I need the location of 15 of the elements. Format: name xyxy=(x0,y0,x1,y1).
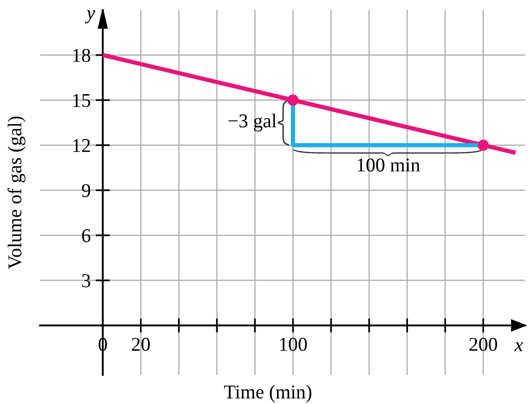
y-axis-title: Volume of gas (gal) xyxy=(8,116,26,270)
annotation: y xyxy=(84,10,96,24)
y-tick-label: 15 xyxy=(73,94,90,108)
annotation: 100 min xyxy=(358,158,420,172)
y-tick-label: 3 xyxy=(82,274,90,288)
y-tick-label: 18 xyxy=(73,48,90,62)
annotation: −3 gal xyxy=(228,114,276,132)
y-tick-label: 6 xyxy=(82,229,90,242)
y-tick-label: 9 xyxy=(82,184,90,198)
y-tick-label: 12 xyxy=(73,139,90,152)
x-tick-label: 20 xyxy=(132,338,150,351)
x-tick-label: 100 xyxy=(280,338,307,351)
x-axis-title: Time (min) xyxy=(224,384,312,402)
annotation: x xyxy=(514,342,524,352)
x-tick-label: 200 xyxy=(470,338,498,351)
